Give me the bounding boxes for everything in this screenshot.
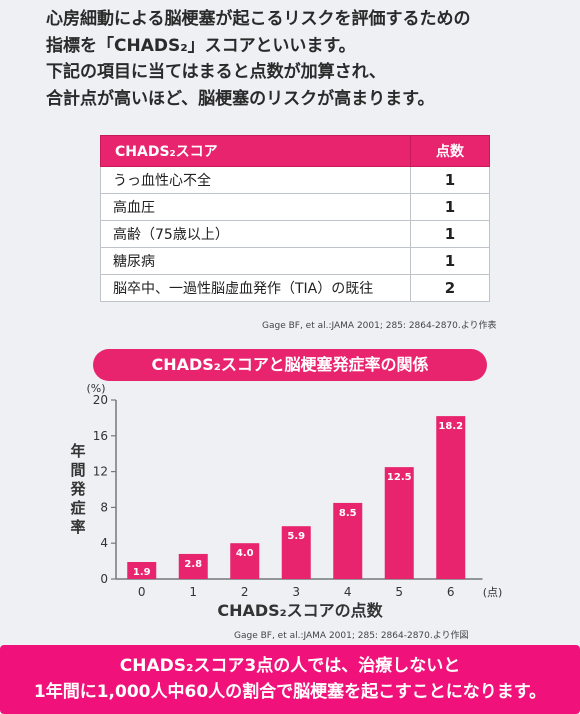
table-cell-item: 高血圧 (100, 193, 411, 221)
x-tick-label: 6 (447, 585, 455, 599)
table-cell-item: 脳卒中、一過性脳虚血発作（TIA）の既往 (100, 274, 411, 302)
y-tick-label: 0 (100, 572, 108, 586)
x-tick-label: 1 (189, 585, 197, 599)
conclusion-banner: CHADS₂スコア3点の人では、治療しないと 1年間に1,000人中60人の割合… (0, 645, 580, 714)
y-axis-label: 年間発症率 (69, 442, 86, 536)
table-cell-points: 1 (410, 193, 490, 221)
y-tick-label: 4 (100, 536, 108, 550)
bar (178, 553, 208, 579)
table-row: 高齢（75歳以上） 1 (100, 220, 490, 248)
x-unit-label: (点) (483, 586, 503, 599)
bar-value-label: 2.8 (184, 559, 202, 570)
y-tick-label: 8 (100, 500, 108, 514)
y-tick-label: 16 (93, 429, 108, 443)
bar-value-label: 4.0 (236, 548, 254, 559)
chads2-score-table: CHADS₂スコア 点数 うっ血性心不全 1 高血圧 1 高齢（75歳以上） 1… (100, 135, 490, 302)
table-cell-points: 1 (410, 247, 490, 275)
y-unit-label: (%) (86, 382, 105, 395)
intro-text: 心房細動による脳梗塞が起こるリスクを評価するための 指標を「CHADS₂」スコア… (46, 6, 566, 112)
bar-value-label: 1.9 (133, 567, 151, 578)
x-axis-label: CHADS₂スコアの点数 (217, 601, 383, 620)
bar-value-label: 18.2 (438, 421, 463, 432)
table-cell-points: 2 (410, 274, 490, 302)
chart-citation: Gage BF, et al.:JAMA 2001; 285: 2864-287… (234, 631, 469, 641)
x-tick-label: 2 (241, 585, 249, 599)
chart-title: CHADS₂スコアと脳梗塞発症率の関係 (93, 349, 487, 381)
table-cell-item: 高齢（75歳以上） (100, 220, 411, 248)
x-tick-label: 4 (344, 585, 352, 599)
conclusion-line-1: CHADS₂スコア3点の人では、治療しないと (119, 656, 461, 676)
bar (333, 502, 363, 579)
intro-line-4: 合計点が高いほど、脳梗塞のリスクが高まります。 (46, 88, 435, 109)
intro-line-3: 下記の項目に当てはまると点数が加算され、 (46, 62, 386, 82)
y-tick-label: 20 (93, 393, 108, 407)
intro-line-1: 心房細動による脳梗塞が起こるリスクを評価するための (46, 9, 471, 29)
table-citation: Gage BF, et al.:JAMA 2001; 285: 2864-287… (262, 321, 497, 331)
bar-value-label: 12.5 (387, 472, 412, 483)
table-row: 脳卒中、一過性脳虚血発作（TIA）の既往 2 (100, 274, 490, 302)
table-row: うっ血性心不全 1 (100, 166, 490, 194)
bar-chart: (%) 年間発症率 0 4 8 12 16 20 1.9 0 2.8 1 4.0 2 5.9 3 8.5 4 12.… (69, 382, 503, 620)
bar (127, 561, 157, 579)
table-cell-points: 1 (410, 166, 490, 194)
x-tick-label: 5 (395, 585, 403, 599)
table-header-row: CHADS₂スコア 点数 (100, 135, 490, 167)
bar-value-label: 8.5 (339, 508, 357, 519)
table-cell-points: 1 (410, 220, 490, 248)
table-cell-item: 糖尿病 (100, 247, 411, 275)
table-header-item: CHADS₂スコア (100, 135, 411, 167)
conclusion-line-2: 1年間に1,000人中60人の割合で脳梗塞を起こすことになります。 (33, 682, 547, 702)
intro-line-2: 指標を「CHADS₂」スコアといいます。 (46, 35, 356, 56)
table-row: 高血圧 1 (100, 193, 490, 221)
y-tick-label: 12 (93, 465, 108, 479)
x-tick-label: 3 (292, 585, 300, 599)
table-row: 糖尿病 1 (100, 247, 490, 275)
bar (230, 543, 260, 579)
bar (384, 467, 414, 579)
table-header-points: 点数 (410, 135, 490, 167)
x-tick-label: 0 (138, 585, 146, 599)
bar-value-label: 5.9 (287, 531, 305, 542)
bar (281, 526, 311, 579)
bar (436, 416, 466, 579)
table-cell-item: うっ血性心不全 (100, 166, 411, 194)
